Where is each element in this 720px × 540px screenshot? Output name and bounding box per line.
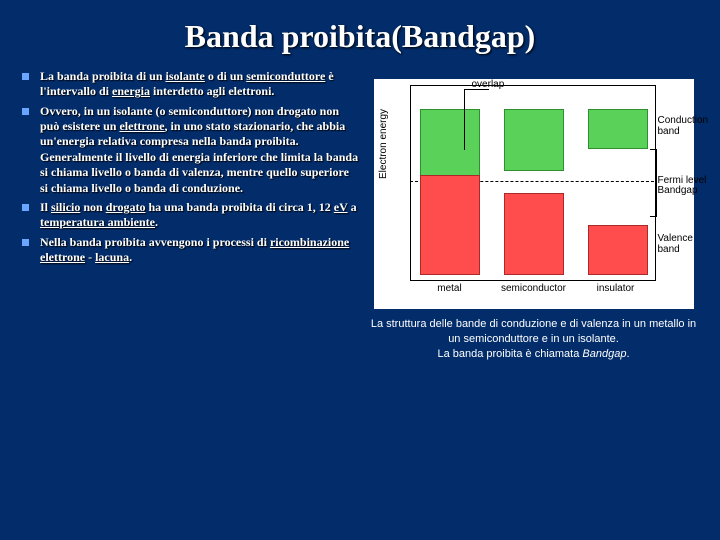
label-bandgap: Bandgap (658, 185, 698, 196)
conduction-band-insu (588, 109, 648, 149)
bullet-item: Ovvero, in un isolante (o semiconduttore… (22, 104, 359, 196)
bullet-list: La banda proibita di un isolante o di un… (22, 69, 359, 265)
content-row: La banda proibita di un isolante o di un… (0, 69, 720, 362)
label-overlap: overlap (472, 79, 505, 90)
bullet-item: La banda proibita di un isolante o di un… (22, 69, 359, 100)
overlap-pointer (464, 89, 489, 150)
x-tick-metal: metal (410, 283, 490, 294)
bullet-item: Nella banda proibita avvengono i process… (22, 235, 359, 266)
y-axis-label: Electron energy (378, 109, 389, 179)
label-conduction: Conduction band (658, 115, 714, 137)
label-valence: Valence band (658, 233, 714, 255)
figure-caption: La struttura delle bande di conduzione e… (365, 317, 702, 362)
caption-line2-ital: Bandgap (582, 348, 626, 360)
caption-line1: La struttura delle bande di conduzione e… (371, 318, 696, 345)
slide-title: Banda proibita(Bandgap) (0, 18, 720, 55)
caption-line2-pre: La banda proibita è chiamata (437, 348, 582, 360)
valence-band-insu (588, 225, 648, 275)
text-column: La banda proibita di un isolante o di un… (22, 69, 359, 362)
bullet-item: Il silicio non drogato ha una banda proi… (22, 200, 359, 231)
valence-band-metal (420, 175, 480, 275)
valence-band-semi (504, 193, 564, 275)
bandgap-bracket (650, 149, 657, 217)
x-tick-semi: semiconductor (494, 283, 574, 294)
caption-line2-post: . (626, 348, 629, 360)
bandgap-diagram: Electron energy overlap C (374, 79, 694, 309)
figure-column: Electron energy overlap C (359, 69, 702, 362)
conduction-band-semi (504, 109, 564, 171)
slide: Banda proibita(Bandgap) La banda proibit… (0, 18, 720, 540)
x-tick-insu: insulator (576, 283, 656, 294)
